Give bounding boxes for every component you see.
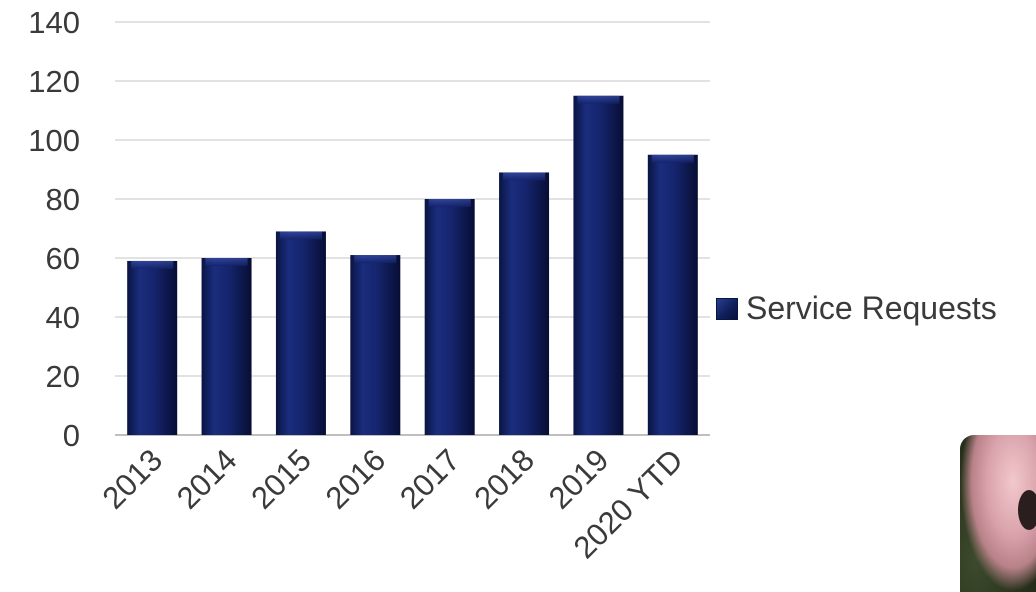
bar-2018 bbox=[499, 172, 550, 435]
y-tick-label: 40 bbox=[46, 300, 80, 335]
bar-highlight bbox=[651, 154, 694, 163]
y-tick-label: 140 bbox=[28, 5, 80, 40]
bar-highlight bbox=[503, 172, 546, 181]
legend: Service Requests bbox=[716, 290, 997, 327]
bars bbox=[127, 95, 698, 435]
bar-highlight bbox=[354, 255, 397, 264]
photo-shadow bbox=[1018, 490, 1036, 530]
y-tick-label: 20 bbox=[46, 359, 80, 394]
legend-swatch bbox=[716, 297, 738, 320]
x-tick-label: 2017 bbox=[393, 442, 467, 516]
bar-2013 bbox=[127, 260, 178, 435]
y-tick-label: 0 bbox=[63, 418, 80, 453]
bar-2014 bbox=[201, 258, 252, 435]
y-tick-label: 60 bbox=[46, 241, 80, 276]
y-tick-label: 120 bbox=[28, 64, 80, 99]
x-tick-label: 2015 bbox=[244, 442, 318, 516]
x-tick-label: 2018 bbox=[467, 442, 541, 516]
bar-2017 bbox=[424, 199, 475, 435]
pig-photo bbox=[960, 435, 1036, 592]
bar-2016 bbox=[350, 255, 401, 435]
legend-label: Service Requests bbox=[746, 290, 997, 326]
x-tick-label: 2013 bbox=[96, 442, 170, 516]
bar-highlight bbox=[131, 260, 174, 269]
y-tick-label: 100 bbox=[28, 123, 80, 158]
y-axis-ticks: 0 20 40 60 80 100 120 140 bbox=[28, 5, 80, 453]
y-tick-label: 80 bbox=[46, 182, 80, 217]
bar-highlight bbox=[279, 231, 322, 240]
bar-highlight bbox=[205, 258, 248, 266]
bar-2015 bbox=[275, 231, 326, 435]
x-tick-label: 2014 bbox=[170, 442, 244, 516]
bar-2019 bbox=[573, 95, 624, 435]
bar-highlight bbox=[428, 199, 471, 207]
x-tick-label: 2016 bbox=[319, 442, 393, 516]
bar-highlight bbox=[577, 95, 620, 104]
bar-2020-ytd bbox=[647, 154, 698, 435]
